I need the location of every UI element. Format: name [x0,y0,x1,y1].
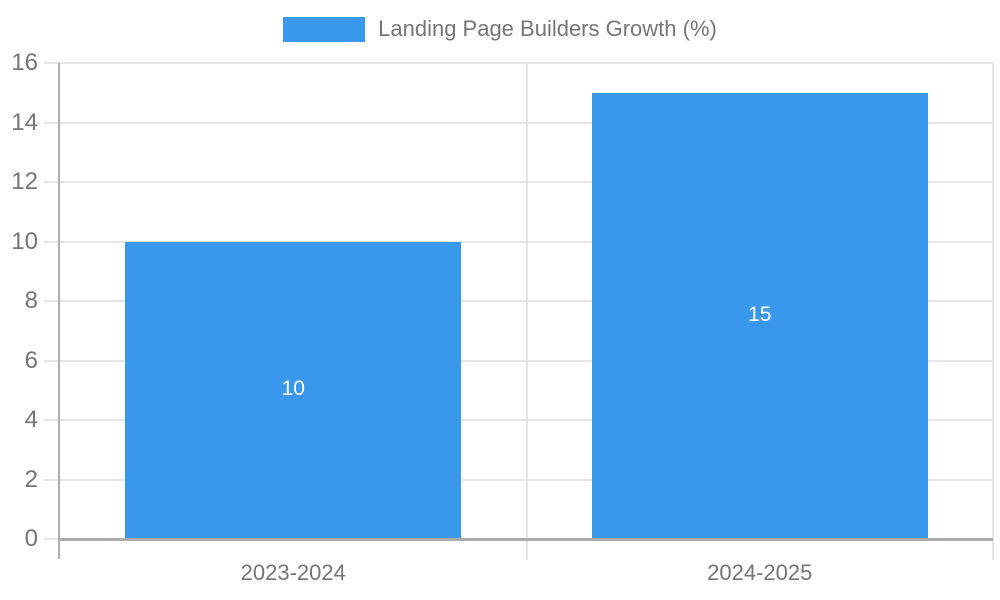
legend-swatch [283,16,366,42]
y-axis-tick-label: 10 [11,227,38,255]
y-axis-tick [44,121,60,124]
y-axis-tick [44,419,60,421]
y-axis-tick [44,62,60,64]
x-axis-category-label: 2023-2024 [240,560,346,585]
y-axis-tick-label: 8 [24,287,38,314]
y-axis-tick-label: 12 [11,168,38,195]
y-axis-tick [44,240,60,243]
bar-value-label: 15 [748,302,772,326]
y-axis-tick [44,359,60,362]
y-axis-tick [44,181,60,183]
y-axis-tick-label: 4 [24,406,38,433]
y-axis-tick-label: 14 [11,108,38,136]
category-boundary-gridline [992,63,994,560]
bar-value-label: 10 [281,377,305,401]
y-axis-tick [44,478,60,481]
bar[interactable] [125,241,462,539]
chart-legend[interactable]: Landing Page Builders Growth (%) [0,16,1000,42]
y-axis-tick-label: 6 [24,346,38,374]
x-axis-baseline [58,538,993,541]
bar[interactable] [591,92,928,539]
x-axis-category-label: 2024-2025 [707,560,813,585]
legend-label: Landing Page Builders Growth (%) [378,16,717,41]
y-axis-tick-label: 0 [24,525,38,552]
category-boundary-gridline [525,63,528,560]
y-axis-tick [44,538,60,540]
y-axis-tick-label: 16 [11,49,38,76]
y-axis-tick-label: 2 [24,465,38,493]
y-axis-tick [44,300,60,302]
y-axis-line [58,63,60,559]
